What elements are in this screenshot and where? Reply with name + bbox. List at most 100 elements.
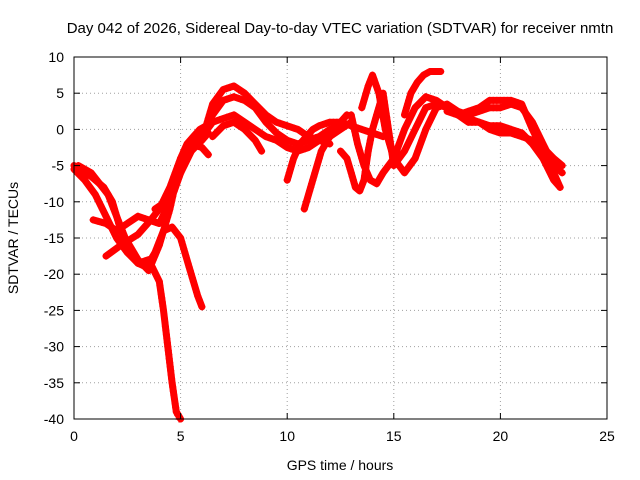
data-point-marker	[349, 119, 357, 127]
data-point-marker	[334, 122, 342, 130]
data-point-marker	[226, 83, 234, 91]
data-point-marker	[230, 93, 238, 101]
data-point-marker	[331, 125, 339, 133]
data-point-marker	[154, 245, 162, 253]
data-point-marker	[183, 256, 191, 264]
data-point-marker	[340, 151, 348, 159]
data-point-marker	[381, 125, 389, 133]
data-point-marker	[312, 165, 320, 173]
data-point-marker	[354, 140, 362, 148]
y-tick-label: 0	[56, 121, 64, 137]
data-point-marker	[539, 147, 547, 155]
data-point-marker	[390, 154, 398, 162]
data-point-marker	[254, 107, 262, 115]
data-point-marker	[152, 249, 160, 256]
data-point-marker	[409, 86, 417, 94]
data-point-marker	[206, 122, 214, 130]
data-point-marker	[283, 176, 291, 184]
data-point-marker	[157, 216, 165, 224]
data-point-marker	[411, 154, 419, 162]
data-point-marker	[152, 270, 160, 278]
data-point-marker	[262, 133, 270, 141]
data-point-marker	[192, 285, 199, 293]
data-point-marker	[106, 194, 113, 202]
data-point-marker	[209, 118, 217, 126]
data-point-marker	[361, 93, 369, 101]
data-point-marker	[174, 230, 182, 238]
data-point-marker	[496, 122, 504, 130]
data-point-marker	[496, 104, 504, 112]
data-point-marker	[182, 252, 190, 260]
data-point-marker	[258, 130, 266, 138]
data-point-marker	[414, 147, 422, 155]
data-point-marker	[393, 158, 400, 166]
data-point-marker	[155, 220, 163, 227]
data-point-marker	[553, 176, 561, 184]
data-point-marker	[173, 180, 181, 188]
data-point-marker	[201, 147, 209, 155]
data-point-marker	[326, 133, 334, 141]
data-point-marker	[286, 165, 294, 173]
data-point-marker	[379, 169, 387, 177]
data-point-marker	[209, 111, 217, 119]
data-point-marker	[195, 136, 203, 144]
data-point-marker	[425, 94, 433, 102]
data-point-marker	[98, 218, 106, 226]
data-point-marker	[226, 112, 234, 120]
data-point-marker	[181, 249, 189, 256]
data-point-marker	[443, 107, 451, 115]
data-point-marker	[81, 176, 89, 184]
data-point-marker	[180, 245, 188, 253]
data-point-marker	[440, 101, 447, 109]
data-point-marker	[425, 103, 433, 110]
data-point-marker	[280, 134, 288, 142]
data-point-marker	[398, 133, 406, 141]
data-point-marker	[385, 162, 392, 170]
data-point-marker	[413, 151, 420, 159]
data-point-marker	[89, 216, 97, 224]
data-point-marker	[353, 136, 361, 144]
data-point-marker	[536, 140, 543, 148]
data-point-marker	[216, 116, 224, 124]
data-point-marker	[350, 123, 358, 131]
data-point-marker	[401, 125, 408, 133]
data-point-marker	[530, 129, 538, 137]
x-tick-label: 20	[493, 428, 509, 444]
data-point-marker	[464, 107, 472, 115]
data-point-marker	[211, 96, 219, 104]
data-point-marker	[311, 169, 319, 177]
data-point-marker	[556, 183, 564, 191]
data-point-marker	[537, 144, 545, 151]
data-point-marker	[174, 176, 182, 184]
data-point-marker	[406, 136, 414, 144]
data-point-marker	[107, 198, 115, 206]
data-point-marker	[358, 154, 366, 162]
x-tick-label: 15	[386, 428, 402, 444]
data-point-marker	[193, 140, 201, 148]
data-point-marker	[211, 107, 219, 115]
data-point-marker	[302, 198, 310, 206]
data-point-marker	[398, 151, 406, 159]
data-point-marker	[359, 180, 366, 188]
data-point-marker	[147, 216, 155, 224]
data-point-marker	[257, 111, 265, 119]
data-point-marker	[397, 136, 404, 144]
data-point-marker	[251, 136, 259, 144]
data-point-marker	[541, 151, 549, 159]
data-point-marker	[290, 139, 298, 147]
data-point-marker	[120, 230, 128, 238]
data-point-marker	[237, 95, 245, 103]
data-point-marker	[149, 256, 157, 264]
data-point-marker	[514, 99, 522, 107]
data-point-marker	[98, 183, 106, 191]
data-point-marker	[217, 100, 225, 108]
data-point-marker	[404, 118, 412, 126]
data-point-marker	[546, 162, 554, 170]
y-tick-label: 5	[56, 85, 64, 101]
data-point-marker	[305, 144, 312, 151]
data-point-marker	[190, 144, 198, 151]
data-point-marker	[419, 133, 427, 141]
data-point-marker	[204, 151, 212, 159]
data-point-marker	[431, 107, 439, 115]
data-point-marker	[550, 169, 558, 177]
